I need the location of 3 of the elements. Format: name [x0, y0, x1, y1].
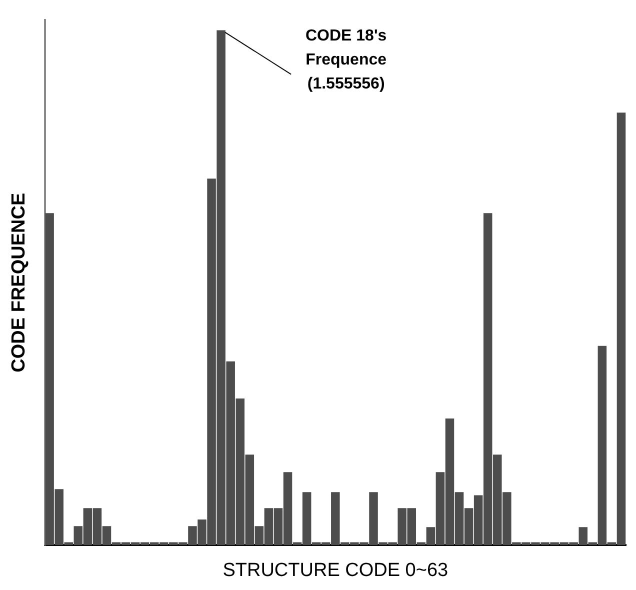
y-axis-title: CODE FREQUENCE	[8, 192, 30, 372]
annotation: CODE 18's Frequence (1.555556)	[305, 28, 387, 93]
x-axis-title: STRUCTURE CODE 0~63	[222, 560, 448, 581]
